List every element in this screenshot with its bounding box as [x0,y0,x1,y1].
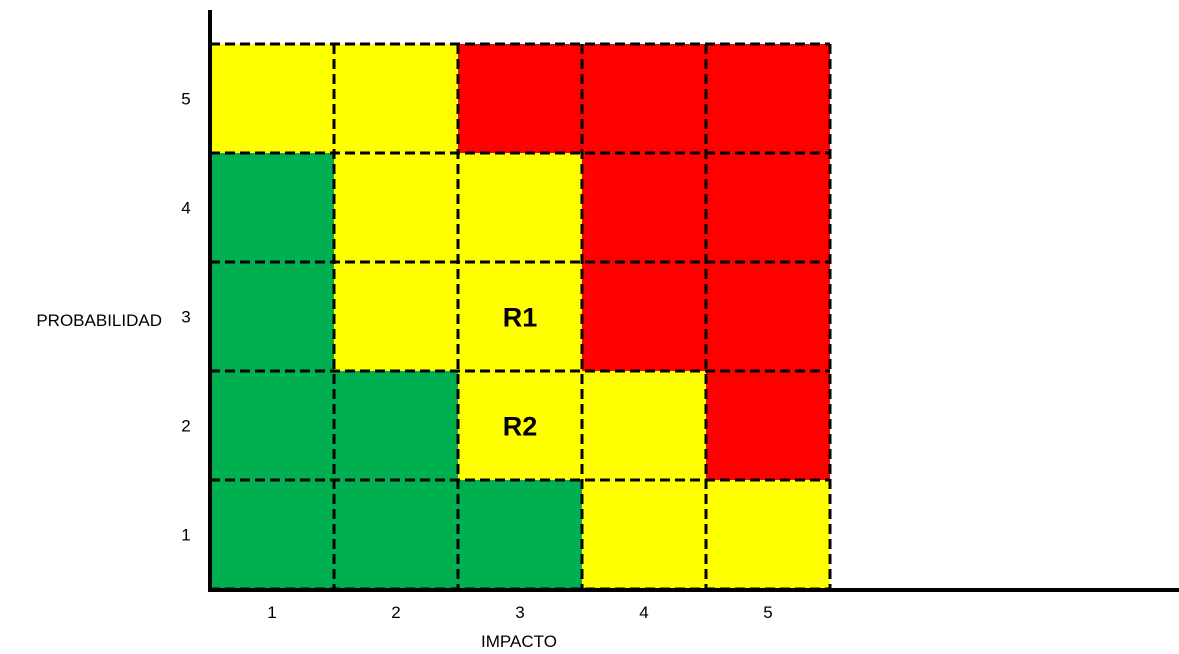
matrix-cells [210,44,830,589]
x-tick-label: 3 [515,603,524,622]
matrix-dashed-grid [208,42,832,591]
cell-p2-i3 [458,371,582,480]
cell-p1-i2 [334,480,458,589]
x-tick-label: 5 [763,603,772,622]
y-axis-label: PROBABILIDAD [36,311,162,330]
cell-p5-i1 [210,44,334,153]
cell-p2-i5 [706,371,830,480]
cell-p4-i5 [706,153,830,262]
x-axis-label: IMPACTO [481,632,557,651]
cell-p4-i3 [458,153,582,262]
cell-p5-i5 [706,44,830,153]
y-tick-label: 3 [181,308,190,327]
y-tick-label: 2 [181,417,190,436]
cell-p3-i5 [706,262,830,371]
cell-p2-i2 [334,371,458,480]
cell-p5-i3 [458,44,582,153]
cell-p2-i1 [210,371,334,480]
cell-p4-i2 [334,153,458,262]
x-tick-label: 1 [267,603,276,622]
axes [208,10,1179,592]
cell-p1-i3 [458,480,582,589]
cell-p1-i1 [210,480,334,589]
risk-marker-r1: R1 [503,303,538,333]
cell-p5-i2 [334,44,458,153]
cell-p5-i4 [582,44,706,153]
y-tick-label: 5 [181,90,190,109]
cell-p3-i4 [582,262,706,371]
cell-p2-i4 [582,371,706,480]
tick-labels: 1 2 3 4 5 1 2 3 4 5 [181,90,772,623]
cell-p4-i4 [582,153,706,262]
cell-p3-i1 [210,262,334,371]
risk-marker-r2: R2 [503,412,538,442]
cell-p3-i3 [458,262,582,371]
risk-markers: R1 R2 [503,303,538,442]
cell-p1-i4 [582,480,706,589]
y-tick-label: 1 [181,526,190,545]
cell-p4-i1 [210,153,334,262]
x-tick-label: 2 [391,603,400,622]
cell-p3-i2 [334,262,458,371]
x-tick-label: 4 [639,603,648,622]
y-tick-label: 4 [181,199,190,218]
cell-p1-i5 [706,480,830,589]
